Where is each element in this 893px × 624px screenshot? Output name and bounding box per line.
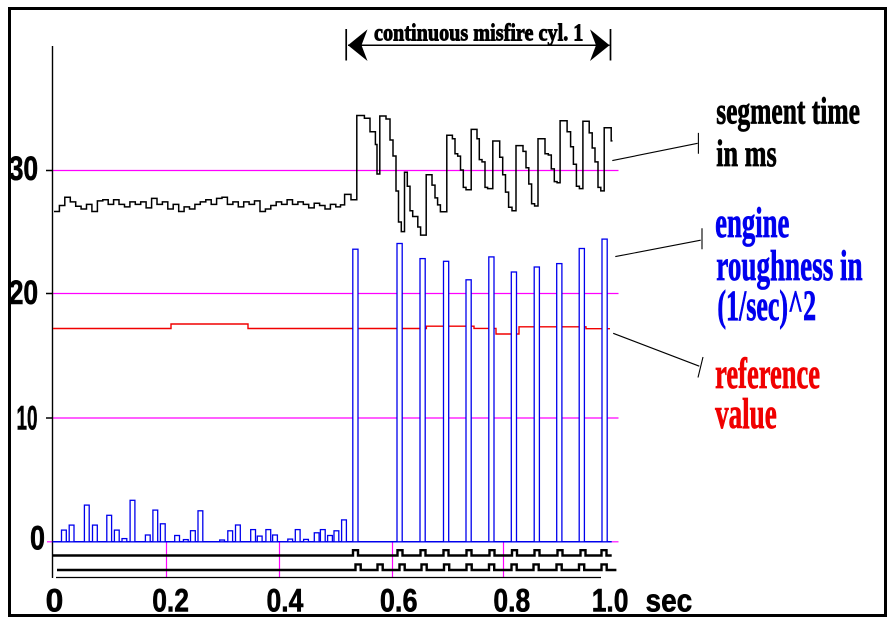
svg-text:10: 10 xyxy=(17,400,38,438)
svg-text:0: 0 xyxy=(46,583,64,619)
svg-text:sec: sec xyxy=(646,583,693,619)
svg-text:reference: reference xyxy=(715,351,820,398)
svg-text:(1/sec)^2: (1/sec)^2 xyxy=(717,283,816,330)
svg-text:1.0: 1.0 xyxy=(592,583,629,619)
svg-text:30: 30 xyxy=(9,150,39,188)
svg-text:0: 0 xyxy=(30,520,45,558)
svg-text:continuous misfire cyl. 1: continuous misfire cyl. 1 xyxy=(374,21,583,47)
svg-text:0.8: 0.8 xyxy=(493,583,530,619)
svg-text:value: value xyxy=(715,391,777,438)
svg-text:engine: engine xyxy=(715,200,789,247)
svg-text:0.2: 0.2 xyxy=(152,583,189,619)
svg-text:20: 20 xyxy=(9,274,39,312)
svg-text:segment time: segment time xyxy=(716,91,860,133)
svg-text:roughness in: roughness in xyxy=(716,243,862,290)
svg-text:in ms: in ms xyxy=(716,133,777,175)
svg-text:0.6: 0.6 xyxy=(380,583,418,619)
svg-text:0.4: 0.4 xyxy=(267,583,304,619)
